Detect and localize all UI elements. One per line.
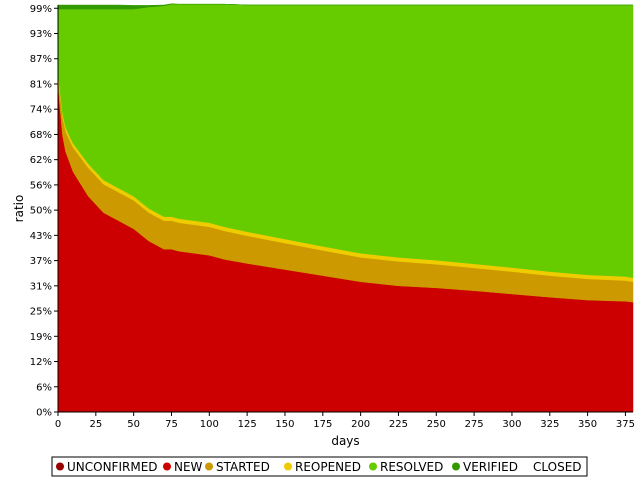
x-tick-label: 250	[427, 419, 446, 430]
y-tick-label: 19%	[30, 332, 52, 343]
x-ticks: 0 25 50 75 100 125 150 175 200 225 250 275 300 325 350…	[55, 412, 635, 430]
legend-swatch-new	[163, 462, 171, 471]
x-axis-title: days	[331, 434, 359, 448]
legend-swatch-unconfirmed	[56, 462, 64, 471]
y-tick-label: 25%	[30, 307, 52, 318]
x-tick-label: 200	[351, 419, 370, 430]
y-tick-label: 50%	[30, 206, 52, 217]
legend-box	[51, 456, 588, 477]
axes	[57, 5, 633, 413]
x-tick-label: 275	[465, 419, 484, 430]
legend-label-new: NEW	[174, 460, 203, 474]
legend-label-started: STARTED	[216, 460, 270, 474]
y-tick-label: 81%	[30, 79, 52, 90]
y-tick-label: 62%	[30, 155, 52, 166]
y-tick-label: 68%	[30, 130, 52, 141]
y-ticks: 0% 6% 12% 19% 25% 31% 37% 43% 50% 56% 62% 68% 74% 81%…	[30, 4, 58, 419]
legend-label-verified: VERIFIED	[463, 460, 518, 474]
x-tick-label: 150	[275, 419, 294, 430]
legend-swatch-resolved	[369, 462, 377, 471]
series-areas	[57, 3, 634, 413]
x-tick-label: 50	[127, 419, 140, 430]
y-axis-title: ratio	[12, 195, 26, 223]
y-tick-label: 6%	[36, 382, 52, 393]
x-tick-label: 325	[540, 419, 559, 430]
y-tick-label: 0%	[36, 408, 52, 419]
legend-label-closed: CLOSED	[533, 460, 582, 474]
x-tick-label: 25	[89, 419, 102, 430]
y-tick-label: 43%	[30, 231, 52, 242]
y-tick-label: 87%	[30, 54, 52, 65]
legend-items: UNCONFIRMED NEW STARTED REOPENED RESOLVED VER…	[56, 460, 582, 474]
x-tick-label: 0	[55, 419, 61, 430]
y-tick-label: 74%	[30, 105, 52, 116]
legend-label-reopened: REOPENED	[295, 460, 361, 474]
legend-label-resolved: RESOLVED	[380, 460, 443, 474]
legend-label-unconfirmed: UNCONFIRMED	[67, 460, 158, 474]
x-tick-label: 125	[238, 419, 257, 430]
y-tick-label: 31%	[30, 281, 52, 292]
x-tick-label: 350	[578, 419, 597, 430]
y-tick-label: 37%	[30, 256, 52, 267]
y-tick-label: 99%	[30, 4, 52, 15]
legend-swatch-reopened	[284, 462, 292, 471]
x-tick-label: 300	[502, 419, 521, 430]
legend-swatch-started	[205, 462, 213, 471]
x-tick-label: 175	[313, 419, 332, 430]
y-tick-label: 93%	[30, 29, 52, 40]
x-tick-label: 100	[200, 419, 219, 430]
legend: UNCONFIRMED NEW STARTED REOPENED RESOLVED VER…	[51, 456, 588, 477]
y-tick-label: 56%	[30, 180, 52, 191]
y-tick-label: 12%	[30, 357, 52, 368]
area-verified	[57, 3, 633, 10]
x-tick-label: 375	[616, 419, 635, 430]
x-tick-label: 75	[165, 419, 178, 430]
legend-swatch-verified	[452, 462, 460, 471]
x-tick-label: 225	[389, 419, 408, 430]
